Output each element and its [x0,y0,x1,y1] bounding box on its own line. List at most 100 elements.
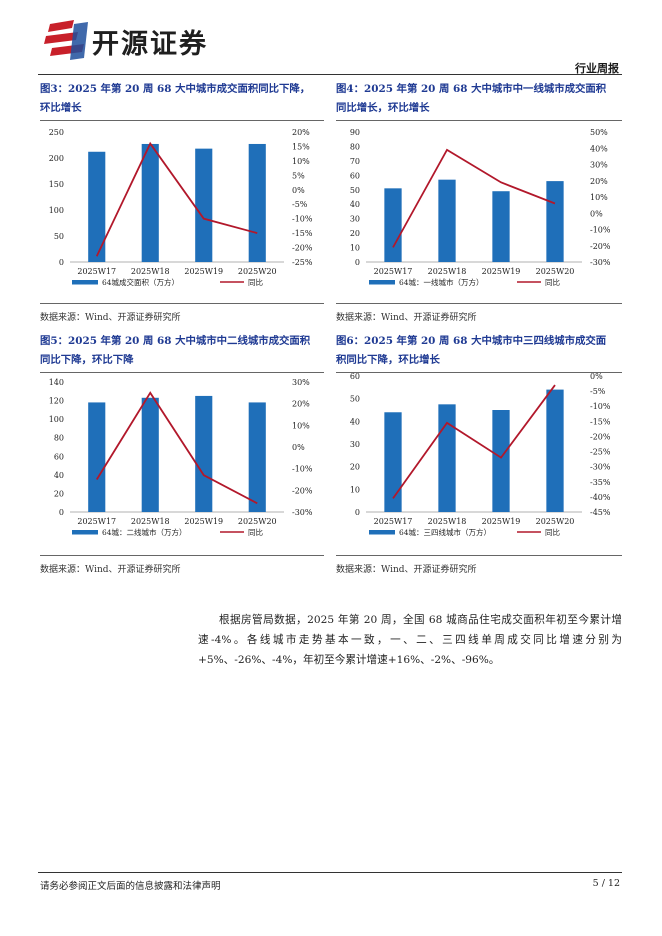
bar [546,181,564,262]
figure-title-line: 图5：2025 年第 20 周 68 大中城市中二线城市成交面积 [40,335,311,347]
y-right-tick-label: 0% [292,186,305,195]
header-rule [38,74,622,75]
x-tick-label: 2025W19 [184,517,223,526]
y-right-tick-label: -25% [292,258,313,267]
figure-title-line: 环比增长 [40,102,82,114]
y-right-tick-label: -25% [590,448,611,457]
legend-bar-swatch [72,280,98,285]
legend-bar-label: 64城成交面积（万方） [102,277,179,287]
y-left-tick-label: 100 [49,415,64,424]
x-tick-label: 2025W20 [536,517,575,526]
legend-bar-label: 64城：一线城市（万方） [399,277,484,287]
legend-bar-swatch [72,530,98,535]
x-tick-label: 2025W17 [374,267,413,276]
y-left-tick-label: 0 [59,258,64,267]
y-left-tick-label: 20 [54,489,64,498]
yoy-line [95,391,258,505]
y-right-tick-label: -45% [590,508,611,517]
bar [88,402,106,512]
y-left-tick-label: 120 [49,397,64,406]
bar [248,143,266,262]
figure-title-rule [336,372,622,373]
bar [141,397,159,512]
y-right-tick-label: -5% [292,200,308,209]
y-left-tick-label: 150 [49,180,64,189]
y-left-tick-label: 140 [49,378,64,387]
bar [195,148,213,262]
x-tick-label: 2025W18 [428,267,467,276]
y-right-tick-label: 0% [292,443,305,452]
y-right-tick-label: -20% [292,486,313,495]
y-left-tick-label: 60 [350,171,360,180]
figure-title-rule [40,372,324,373]
bar [248,402,266,512]
y-right-tick-label: 20% [590,177,608,186]
bar [546,389,564,512]
y-right-tick-label: 15% [292,142,310,151]
y-right-tick-label: 10% [292,157,310,166]
y-left-tick-label: 60 [350,372,360,381]
bar [492,191,510,262]
y-right-tick-label: -30% [590,258,611,267]
figure-title-3: 图3：2025 年第 20 周 68 大中城市成交面积同比下降， 环比增长 [40,80,330,118]
y-left-tick-label: 30 [350,215,360,224]
yoy-line [392,148,556,248]
document-type: 行业周报 [575,62,619,75]
y-right-tick-label: -40% [590,493,611,502]
y-right-tick-label: -10% [292,215,313,224]
y-right-tick-label: 40% [590,144,608,153]
bar [195,395,213,512]
y-right-tick-label: -30% [292,508,313,517]
figure-title-line: 图4：2025 年第 20 周 68 大中城市中一线城市成交面积 [336,83,607,95]
y-left-tick-label: 200 [49,154,64,163]
footer-rule [38,872,622,873]
source-note: 数据来源：Wind、开源证券研究所 [336,313,477,323]
y-right-tick-label: 20% [292,128,310,137]
x-tick-label: 2025W17 [77,267,116,276]
legend-bar-swatch [369,280,395,285]
y-right-tick-label: -20% [590,432,611,441]
y-right-tick-label: 50% [590,128,608,137]
company-logo [44,20,88,60]
chart-fig6: 0 10 20 30 40 50 60 -45% -40% -35% -30% -25% -20% -15… [350,372,611,537]
y-left-tick-label: 10 [350,485,360,494]
y-right-tick-label: 30% [292,378,310,387]
y-left-tick-label: 20 [350,229,360,238]
figure-title-rule [40,120,324,121]
y-right-tick-label: 30% [590,161,608,170]
figure-title-4: 图4：2025 年第 20 周 68 大中城市中一线城市成交面积 同比增长，环比… [336,80,626,118]
legend-bar-swatch [369,530,395,535]
figure-title-line: 同比增长，环比增长 [336,102,430,114]
bar [438,179,456,262]
x-tick-label: 2025W20 [238,517,277,526]
y-left-tick-label: 90 [350,128,360,137]
body-text: 根据房管局数据，2025 年第 20 周，全国 68 城商品住宅成交面积年初至今… [198,610,622,670]
y-left-tick-label: 50 [350,395,360,404]
legend-bar-label: 64城：二线城市（万方） [102,527,187,537]
x-tick-label: 2025W19 [482,267,521,276]
y-left-tick-label: 40 [350,200,360,209]
body-paragraph: 根据房管局数据，2025 年第 20 周，全国 68 城商品住宅成交面积年初至今… [198,614,622,666]
bar [88,151,106,262]
bar [384,188,402,262]
figure-title-line: 同比下降，环比下降 [40,354,134,366]
yoy-line [392,384,556,499]
y-right-tick-label: -20% [292,244,313,253]
y-right-tick-label: -20% [590,242,611,251]
y-left-tick-label: 20 [350,463,360,472]
bar [141,143,159,262]
chart-fig5: 0 20 40 60 80 100 120 140 -30% -20% -10% 0% 10% 20% 30… [49,378,313,537]
figure-title-line: 积同比下降，环比增长 [336,354,440,366]
figure-title-line: 图3：2025 年第 20 周 68 大中城市成交面积同比下降， [40,83,311,95]
source-note: 数据来源：Wind、开源证券研究所 [40,313,181,323]
legend-bar-label: 64城：三四线城市（万方） [399,527,491,537]
bar [438,404,456,512]
y-left-tick-label: 60 [54,452,64,461]
y-left-tick-label: 40 [54,471,64,480]
company-name: 开源证券 [92,29,208,60]
y-left-tick-label: 0 [355,508,360,517]
y-right-tick-label: -30% [590,463,611,472]
x-tick-label: 2025W18 [428,517,467,526]
chart-fig3: 0 50 100 150 200 250 -25% -20% -15% -10% -5% 0% 5% 10… [49,128,313,287]
y-right-tick-label: -15% [292,229,313,238]
